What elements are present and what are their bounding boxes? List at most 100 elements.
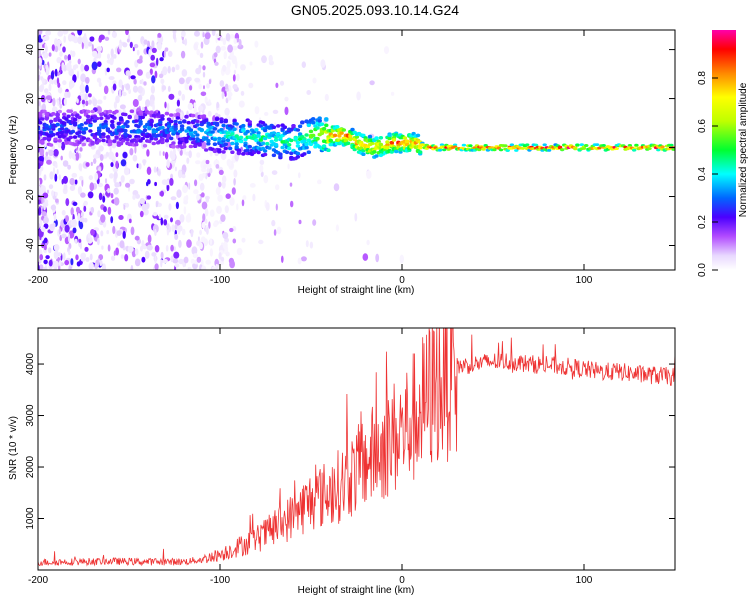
ridge-cell (77, 115, 82, 120)
ridge-cell (190, 134, 196, 138)
noise-cell (139, 197, 145, 205)
noise-cell (52, 97, 56, 107)
ridge-cell (57, 109, 62, 114)
noise-cell (101, 245, 104, 250)
ridge-cell (238, 139, 244, 144)
noise-cell (399, 254, 404, 264)
ridge-cell (306, 150, 311, 154)
ridge-cell (59, 130, 65, 135)
noise-cell (83, 205, 87, 212)
noise-cell (196, 48, 200, 56)
noise-cell (84, 64, 90, 72)
noise-cell (151, 75, 156, 84)
spectrogram-marks (38, 30, 675, 270)
ridge-cell (354, 135, 360, 139)
ridge-cell (114, 135, 119, 139)
noise-cell (69, 177, 75, 186)
noise-cell (100, 230, 104, 237)
noise-cell (183, 206, 187, 215)
noise-cell (91, 50, 98, 58)
ridge-cell (230, 132, 235, 136)
ridge-cell (206, 138, 211, 143)
noise-cell (38, 30, 43, 35)
noise-cell (222, 64, 227, 72)
noise-cell (135, 193, 141, 199)
noise-cell (271, 170, 278, 176)
noise-cell (206, 167, 210, 174)
noise-cell (64, 259, 70, 266)
ridge-cell (151, 141, 156, 146)
noise-cell (174, 263, 180, 268)
ridge-cell (116, 121, 122, 126)
ridge-cell (86, 114, 91, 119)
noise-cell (175, 108, 182, 113)
noise-cell (56, 169, 59, 175)
noise-cell (48, 52, 52, 57)
ridge-cell (247, 120, 252, 124)
ridge-cell (77, 140, 82, 145)
noise-cell (65, 215, 69, 223)
noise-cell (47, 189, 49, 194)
noise-cell (213, 221, 218, 228)
noise-cell (83, 200, 88, 206)
noise-cell (182, 184, 188, 194)
noise-cell (177, 225, 183, 232)
noise-cell (72, 201, 78, 206)
ridge-cell (311, 133, 316, 138)
noise-cell (118, 89, 122, 98)
noise-cell (215, 164, 220, 169)
ridge-cell (155, 133, 161, 138)
ridge-cell (81, 136, 87, 140)
ridge-cell (372, 150, 377, 154)
ridge-cell (311, 120, 316, 125)
noise-cell (79, 217, 86, 223)
noise-cell (149, 62, 156, 68)
noise-cell (173, 251, 180, 259)
noise-cell (49, 171, 54, 180)
noise-cell (85, 162, 90, 167)
noise-cell (199, 52, 204, 59)
noise-cell (132, 194, 136, 200)
noise-cell (79, 221, 84, 230)
noise-cell (180, 112, 183, 120)
noise-cell (78, 238, 82, 243)
noise-cell (242, 195, 247, 201)
spectrogram-frame (37, 29, 676, 271)
ridge-cell (195, 133, 200, 137)
noise-cell (70, 207, 74, 216)
noise-cell (231, 187, 236, 195)
noise-cell (312, 219, 317, 226)
ridge-cell (365, 145, 370, 149)
noise-cell (145, 71, 151, 79)
ridge-cell (204, 148, 209, 152)
noise-cell (265, 202, 270, 212)
noise-cell (218, 252, 222, 260)
ridge-cell (317, 119, 322, 123)
noise-cell (115, 160, 119, 169)
noise-cell (57, 252, 62, 257)
noise-cell (227, 91, 233, 98)
noise-cell (151, 252, 157, 257)
ridge-cell (164, 111, 170, 116)
noise-cell (183, 200, 189, 205)
noise-cell (204, 96, 208, 104)
noise-cell (113, 187, 119, 195)
noise-cell (51, 145, 55, 150)
noise-cell (204, 218, 208, 224)
noise-cell (194, 179, 198, 187)
ridge-cell (127, 134, 132, 139)
noise-cell (225, 193, 231, 199)
ridge-cell (315, 126, 320, 130)
noise-cell (214, 61, 219, 66)
noise-cell (146, 195, 152, 200)
noise-cell (134, 248, 139, 256)
noise-cell (284, 106, 289, 116)
noise-cell (200, 91, 207, 97)
noise-cell (167, 50, 173, 58)
noise-cell (38, 162, 41, 170)
noise-cell (146, 244, 153, 251)
noise-cell (38, 85, 44, 93)
ridge-cell (262, 128, 268, 133)
ridge-cell (195, 123, 200, 127)
ridge-cell (116, 125, 122, 129)
